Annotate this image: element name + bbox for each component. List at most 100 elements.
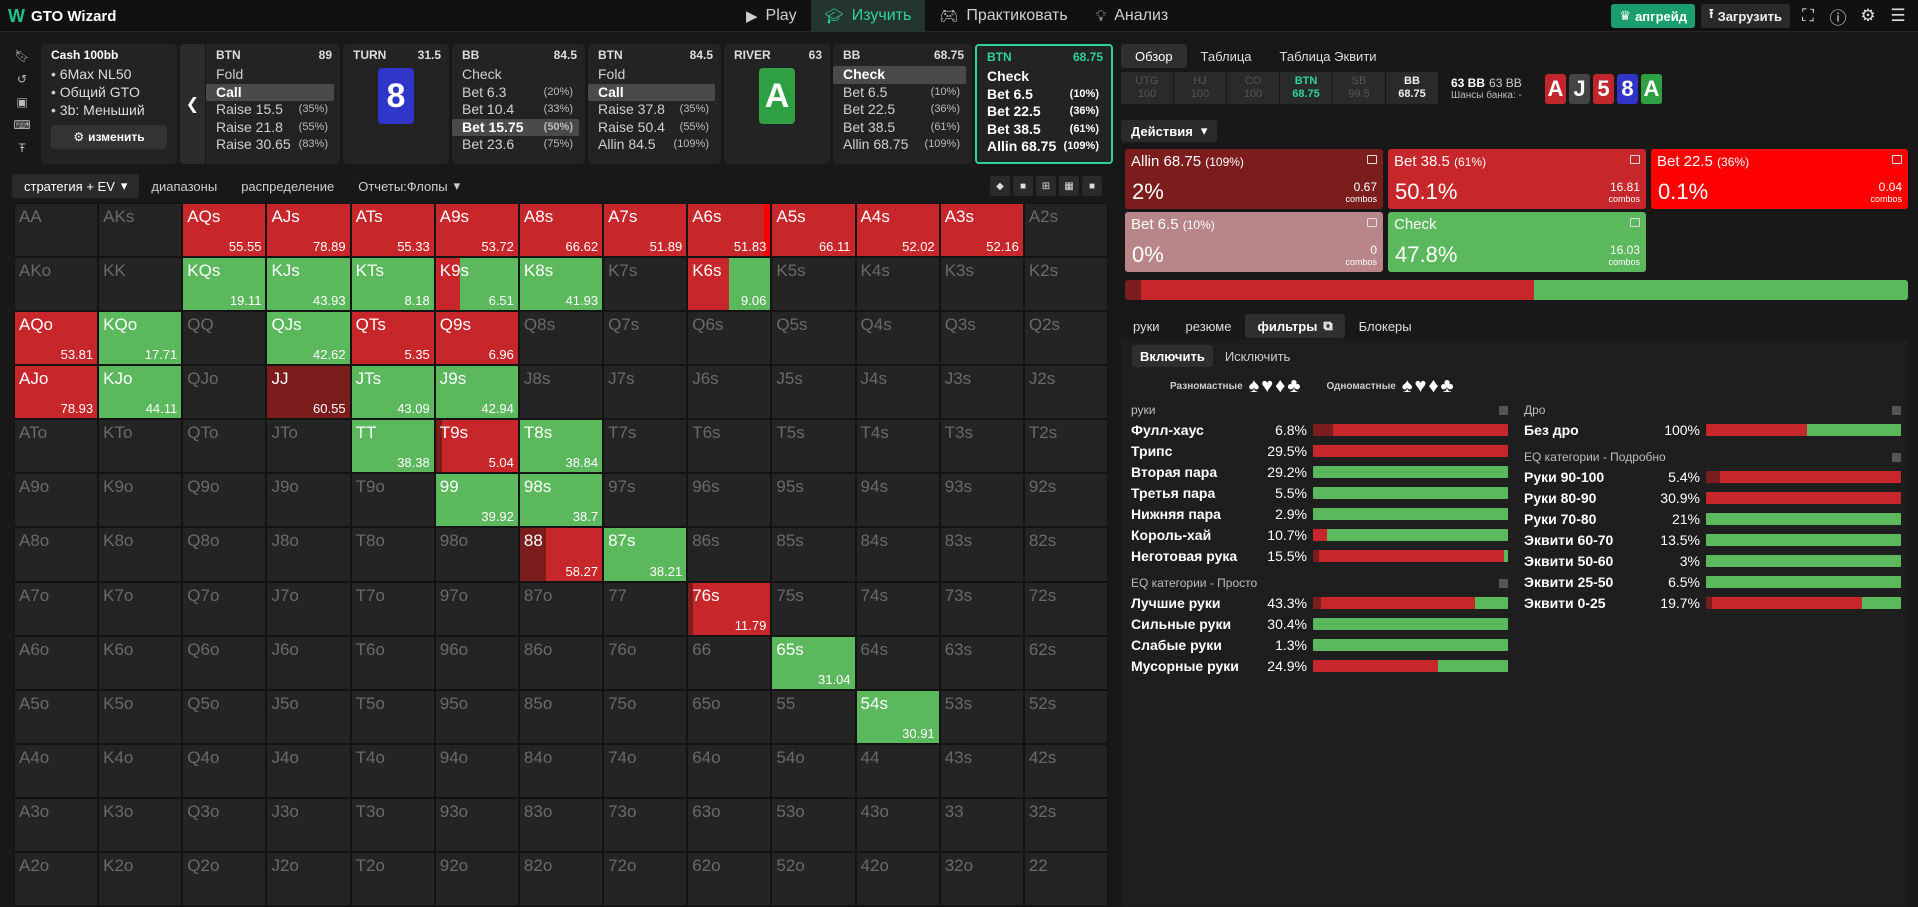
hand-cell-76o[interactable]: 76o [603, 635, 688, 690]
hand-cell-a6o[interactable]: A6o [14, 635, 99, 690]
history-action-item[interactable]: Allin 68.75 (109%) [833, 136, 966, 154]
filter-row[interactable]: Эквити 25-50 6.5% [1524, 571, 1901, 592]
hand-cell-96o[interactable]: 96o [434, 635, 519, 690]
hand-cell-86s[interactable]: 86s [687, 527, 772, 582]
filter-row[interactable]: Трипс 29.5% [1131, 440, 1508, 461]
hand-cell-k6o[interactable]: K6o [98, 635, 183, 690]
nav-gamepad[interactable]: 🎮︎ Практиковать [925, 0, 1081, 32]
include-button[interactable]: Включить [1132, 345, 1213, 367]
hand-cell-aks[interactable]: AKs [98, 203, 183, 258]
hand-cell-j2s[interactable]: J2s [1023, 365, 1108, 420]
hand-cell-43o[interactable]: 43o [855, 797, 940, 852]
filter-row[interactable]: Руки 90-100 5.4% [1524, 466, 1901, 487]
hand-cell-q9o[interactable]: Q9o [182, 473, 267, 528]
hand-cell-52o[interactable]: 52o [771, 851, 856, 906]
table-icon[interactable] [1630, 218, 1640, 227]
hand-cell-a6s[interactable]: A6s 51.83 [687, 203, 772, 258]
hand-cell-99[interactable]: 99 39.92 [434, 473, 519, 528]
history-back-button[interactable]: ❮ [180, 44, 205, 164]
hand-cell-a8o[interactable]: A8o [14, 527, 99, 582]
hand-cell-k3o[interactable]: K3o [98, 797, 183, 852]
table-icon[interactable] [1630, 155, 1640, 164]
hand-cell-jj[interactable]: JJ 60.55 [266, 365, 351, 420]
hand-cell-j7o[interactable]: J7o [266, 581, 351, 636]
hand-cell-44[interactable]: 44 [855, 743, 940, 798]
hand-cell-t2o[interactable]: T2o [350, 851, 435, 906]
hand-cell-k8s[interactable]: K8s 41.93 [518, 257, 604, 312]
hand-cell-a9s[interactable]: A9s 53.72 [434, 203, 519, 258]
hand-cell-kto[interactable]: KTo [98, 419, 183, 474]
hand-cell-qjs[interactable]: QJs 42.62 [266, 311, 351, 366]
hand-cell-42o[interactable]: 42o [855, 851, 940, 906]
hand-cell-a2s[interactable]: A2s [1023, 203, 1108, 258]
hand-cell-a3o[interactable]: A3o [14, 797, 99, 852]
position-btn[interactable]: BTN 68.75 [1280, 72, 1332, 104]
hand-cell-aqs[interactable]: AQs 55.55 [182, 203, 267, 258]
table-icon[interactable] [1367, 218, 1377, 227]
filter-tab-0[interactable]: руки [1121, 314, 1172, 338]
hand-cell-qjo[interactable]: QJo [182, 365, 267, 420]
hand-cell-87o[interactable]: 87o [518, 581, 604, 636]
hand-cell-aqo[interactable]: AQo 53.81 [14, 311, 99, 366]
hand-cell-a7o[interactable]: A7o [14, 581, 99, 636]
hand-cell-q8s[interactable]: Q8s [518, 311, 604, 366]
history-action-item[interactable]: Bet 6.5 (10%) [833, 84, 966, 102]
hand-cell-85o[interactable]: 85o [518, 689, 604, 744]
hand-cell-t4s[interactable]: T4s [855, 419, 940, 474]
hand-cell-k6s[interactable]: K6s 9.06 [687, 257, 772, 312]
hand-cell-64o[interactable]: 64o [687, 743, 772, 798]
offsuit-suits-icon[interactable]: ♠♥♦♣ [1248, 375, 1303, 397]
hand-cell-83s[interactable]: 83s [939, 527, 1024, 582]
history-action-item[interactable]: Check [452, 66, 579, 84]
filter-row[interactable]: Третья пара 5.5% [1131, 482, 1508, 503]
hand-cell-kk[interactable]: KK [98, 257, 183, 312]
hand-cell-qq[interactable]: QQ [182, 311, 267, 366]
history-column-btn[interactable]: BTN 68.75 Check Bet 6.5 (10%) Bet 22.5 (36%) Be… [975, 44, 1113, 164]
hand-cell-j3s[interactable]: J3s [939, 365, 1024, 420]
history-action-item[interactable]: Raise 21.8 (55%) [206, 119, 334, 137]
hand-cell-k9o[interactable]: K9o [98, 473, 183, 528]
save-icon[interactable]: ▣ [16, 95, 28, 109]
filter-row[interactable]: Эквити 60-70 13.5% [1524, 529, 1901, 550]
hand-cell-52s[interactable]: 52s [1023, 689, 1108, 744]
hand-cell-43s[interactable]: 43s [939, 743, 1024, 798]
hand-cell-q4s[interactable]: Q4s [855, 311, 940, 366]
history-icon[interactable]: ↺ [16, 72, 28, 86]
gamepad-icon[interactable]: ⌨ [13, 118, 31, 132]
right-tab-1[interactable]: Таблица [1200, 48, 1252, 64]
position-co[interactable]: CO 100 [1227, 72, 1279, 104]
hand-cell-a4s[interactable]: A4s 52.02 [855, 203, 940, 258]
nav-bulb[interactable]: 💡︎ Анализ [1082, 0, 1183, 32]
hand-cell-t6s[interactable]: T6s [687, 419, 772, 474]
hand-cell-q3s[interactable]: Q3s [939, 311, 1024, 366]
history-action-item[interactable]: Raise 15.5 (35%) [206, 101, 334, 119]
hand-cell-85s[interactable]: 85s [771, 527, 856, 582]
history-action-item[interactable]: Bet 22.5 (36%) [977, 103, 1105, 121]
gear-icon[interactable]: ⚙ [1860, 6, 1876, 25]
history-action-item[interactable]: Bet 38.5 (61%) [977, 121, 1105, 139]
filter-row[interactable]: Мусорные руки 24.9% [1131, 655, 1508, 676]
hand-cell-k3s[interactable]: K3s [939, 257, 1024, 312]
section-checkbox[interactable] [1892, 453, 1901, 462]
hand-cell-72s[interactable]: 72s [1023, 581, 1108, 636]
hand-cell-qto[interactable]: QTo [182, 419, 267, 474]
hand-cell-97s[interactable]: 97s [603, 473, 688, 528]
hand-cell-q4o[interactable]: Q4o [182, 743, 267, 798]
hand-cell-k7s[interactable]: K7s [603, 257, 688, 312]
filter-row[interactable]: Слабые руки 1.3% [1131, 634, 1508, 655]
hand-cell-qts[interactable]: QTs 5.35 [350, 311, 435, 366]
upgrade-button[interactable]: ♛ апгрейд [1611, 4, 1695, 28]
hand-cell-a5s[interactable]: A5s 66.11 [771, 203, 856, 258]
hand-cell-j7s[interactable]: J7s [603, 365, 688, 420]
history-column-river[interactable]: RIVER 63 A [724, 44, 830, 164]
history-action-item[interactable]: Bet 10.4 (33%) [452, 101, 579, 119]
hand-cell-88[interactable]: 88 58.27 [518, 527, 604, 582]
history-action-item[interactable]: Raise 30.65 (83%) [206, 136, 334, 154]
hand-cell-t2s[interactable]: T2s [1023, 419, 1108, 474]
hand-cell-kts[interactable]: KTs 8.18 [350, 257, 435, 312]
history-action-item[interactable]: Raise 50.4 (55%) [588, 119, 715, 137]
hand-cell-75o[interactable]: 75o [603, 689, 688, 744]
hand-cell-k5s[interactable]: K5s [771, 257, 856, 312]
hand-cell-63s[interactable]: 63s [939, 635, 1024, 690]
filter-row[interactable]: Руки 70-80 21% [1524, 508, 1901, 529]
